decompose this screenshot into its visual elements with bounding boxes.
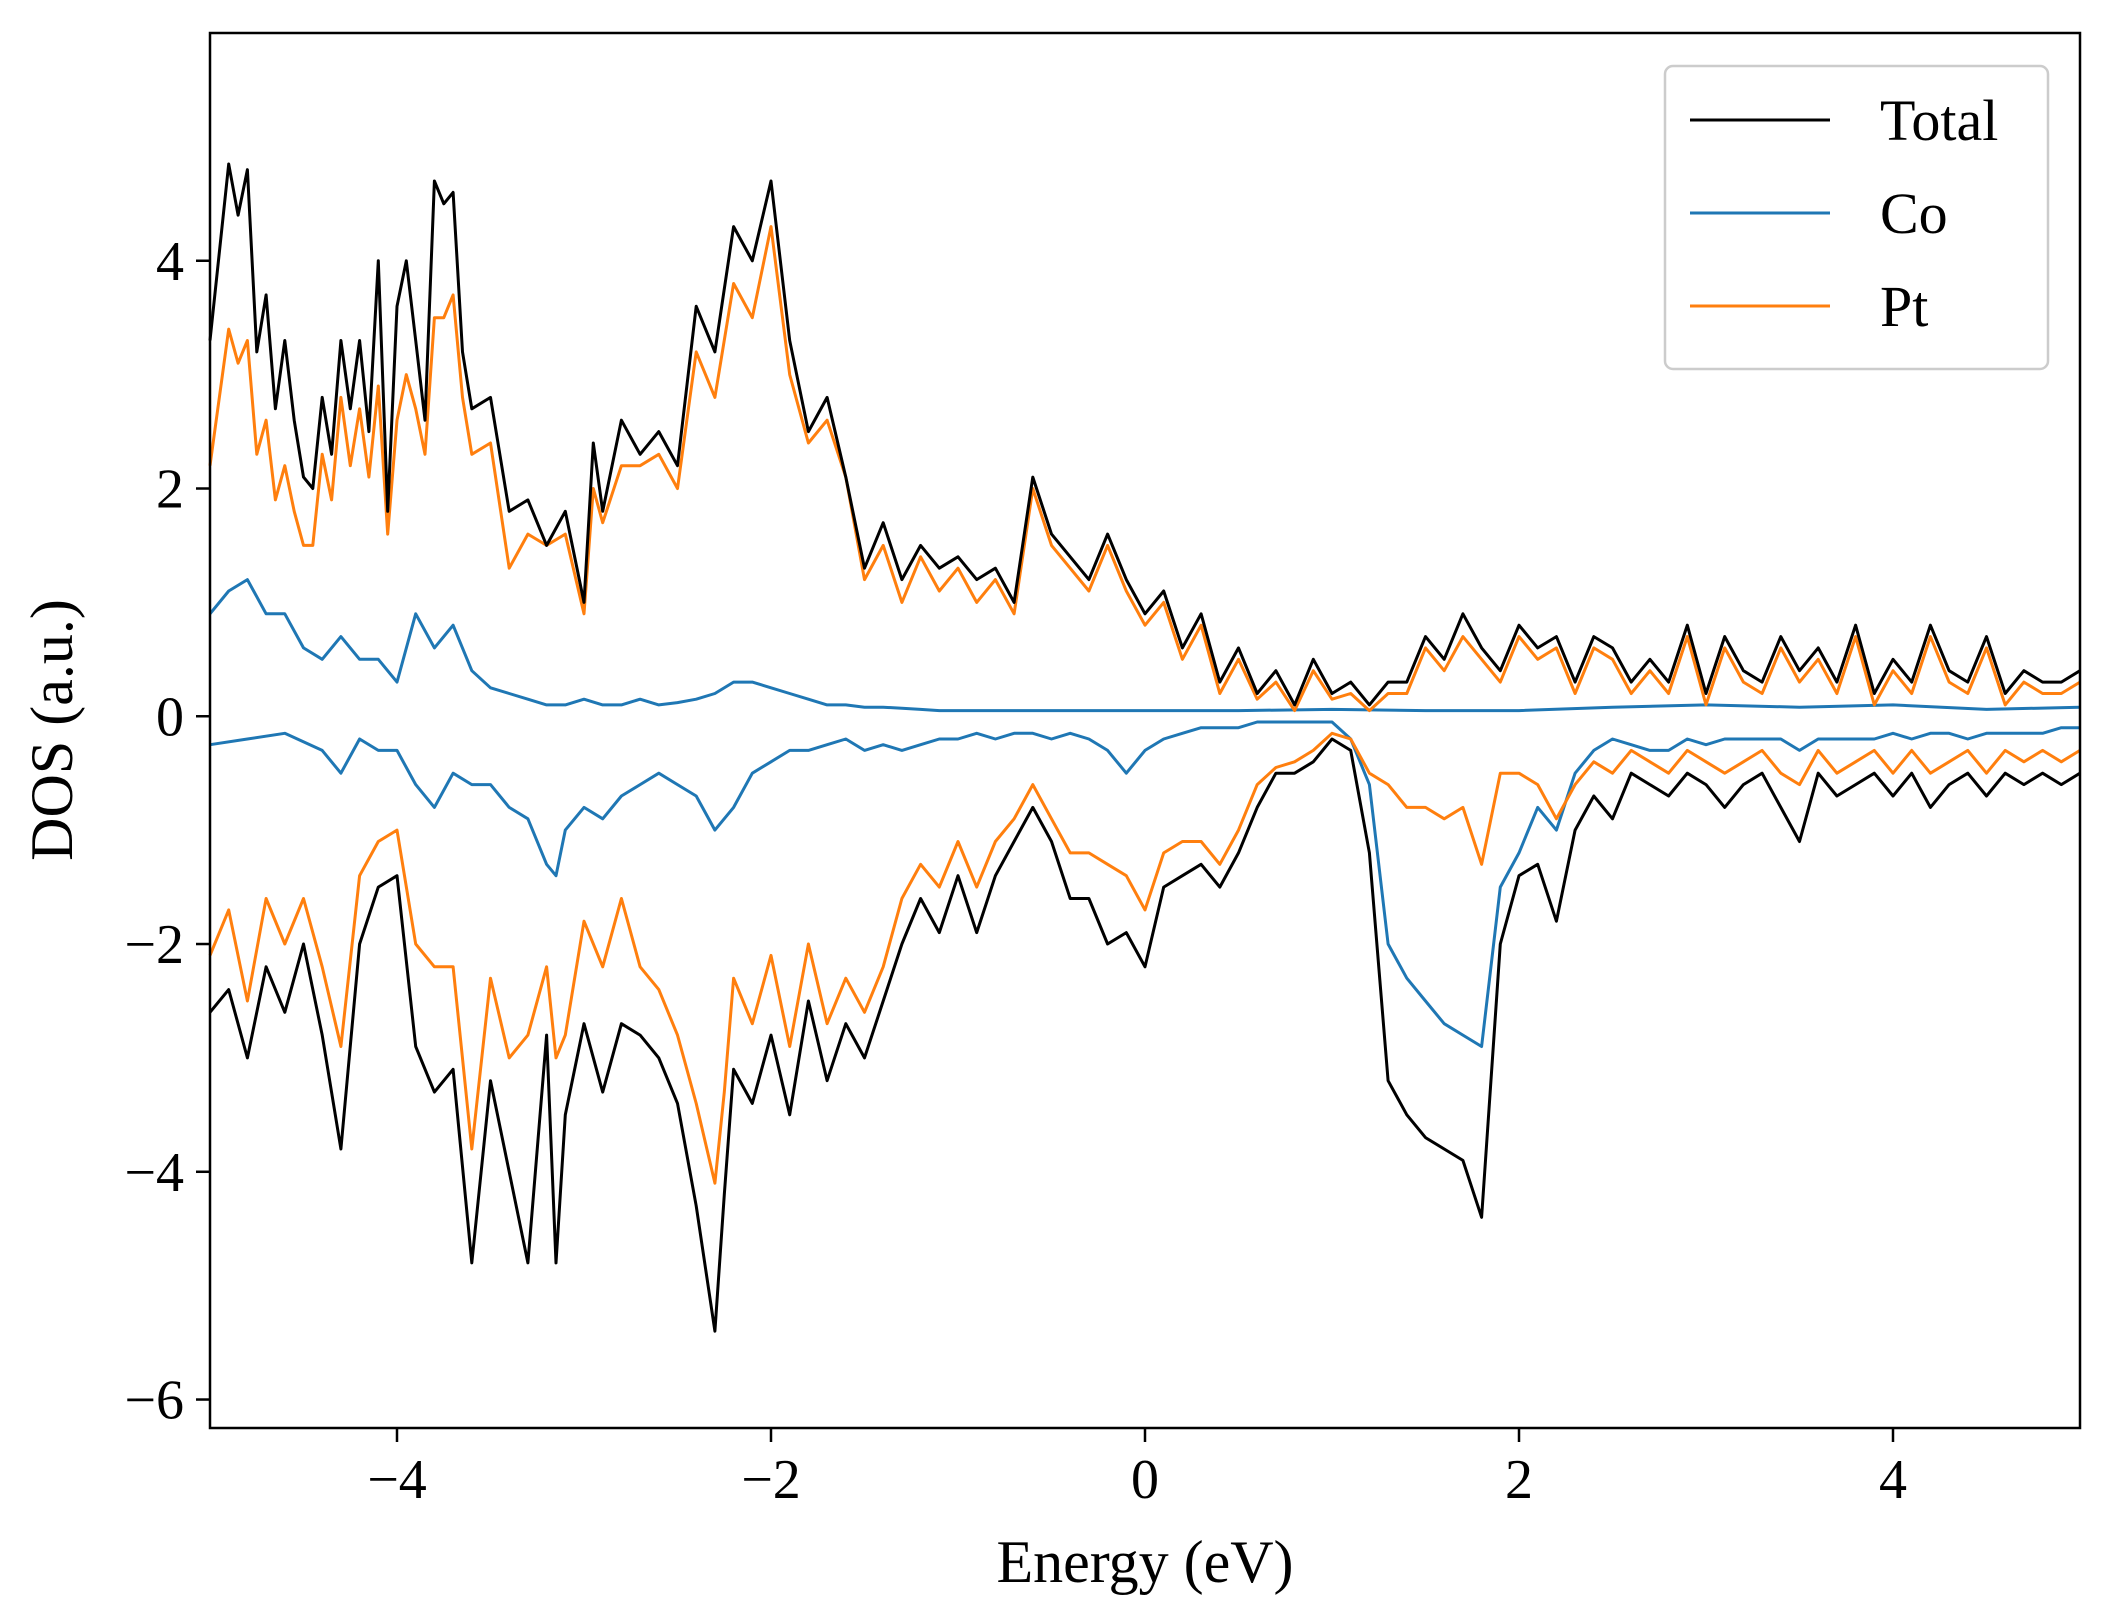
series-layer	[208, 162, 2081, 1333]
x-tick-label: 2	[1505, 1449, 1533, 1511]
legend-label-co: Co	[1880, 181, 1948, 246]
series-line-co-spin-up	[208, 578, 2081, 713]
y-tick-label: 2	[156, 459, 184, 521]
y-tick-label: −6	[124, 1370, 184, 1432]
y-tick-label: 4	[156, 231, 184, 293]
x-tick-label: 0	[1131, 1449, 1159, 1511]
y-tick-label: −4	[124, 1142, 184, 1204]
y-tick-label: 0	[156, 686, 184, 748]
series-line-co-spin-down	[209, 720, 2080, 1048]
x-axis: −4 −2 0 2 4	[367, 1428, 1907, 1511]
legend: Total Co Pt	[1663, 64, 2050, 371]
y-axis-label: DOS (a.u.)	[19, 599, 85, 861]
legend-label-pt: Pt	[1880, 274, 1928, 339]
legend-box	[1663, 64, 2050, 371]
y-tick-label: −2	[124, 914, 184, 976]
series-line-total-spin-up	[208, 162, 2081, 707]
series-line-pt-spin-up	[208, 225, 2081, 713]
x-tick-label: 4	[1879, 1449, 1907, 1511]
series-line-pt-spin-down	[208, 731, 2081, 1185]
series-line-total-spin-down	[208, 737, 2081, 1333]
x-axis-label: Energy (eV)	[996, 1529, 1293, 1595]
x-tick-label: −2	[741, 1449, 801, 1511]
x-tick-label: −4	[367, 1449, 427, 1511]
y-axis: −6 −4 −2 0 2 4	[124, 231, 210, 1432]
legend-label-total: Total	[1880, 88, 1998, 153]
